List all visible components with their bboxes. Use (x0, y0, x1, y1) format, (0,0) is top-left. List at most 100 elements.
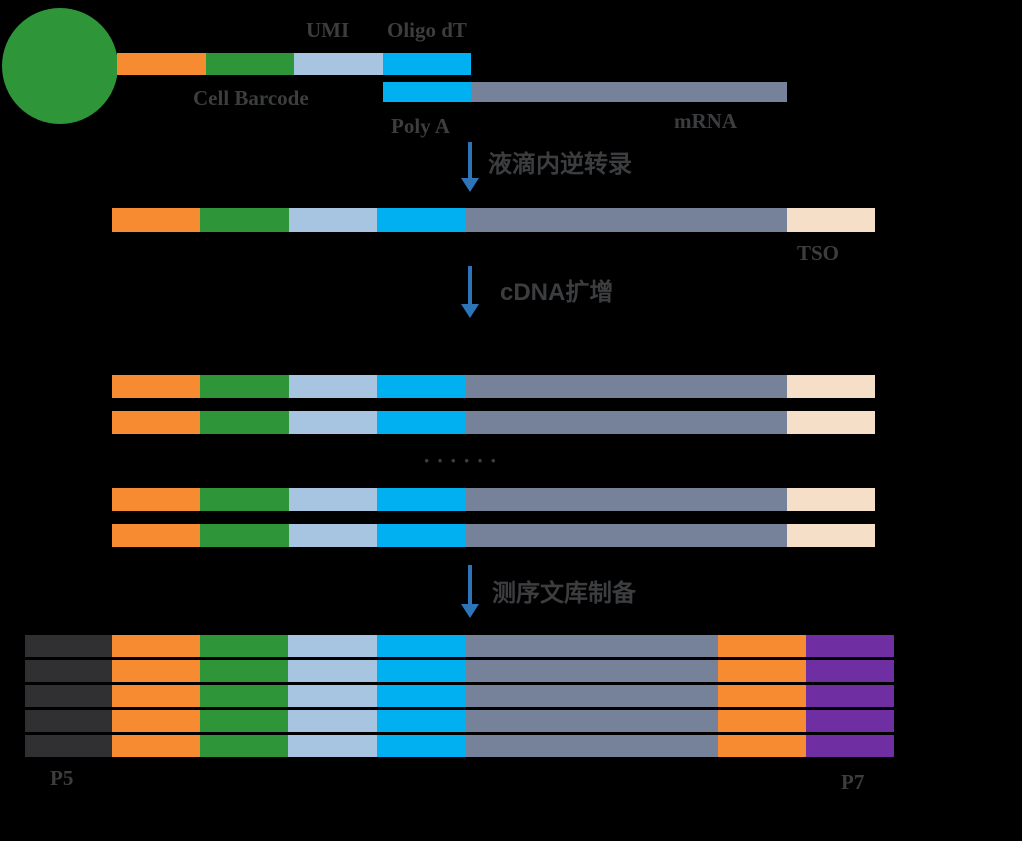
step-cdna-amplification-label: cDNA扩增 (500, 279, 614, 306)
amplified-cdna-bar-1-peach-segment (787, 375, 875, 398)
library-bar-4-charcoal-segment (25, 710, 112, 732)
amplified-cdna-bar-2-green-segment (200, 411, 289, 434)
amplified-cdna-bar-3-cyan-segment (377, 488, 466, 511)
p7-label: P7 (841, 770, 865, 794)
rt-product-bar (112, 208, 875, 232)
amplified-cdna-bar-2-orange-segment (112, 411, 200, 434)
amplified-cdna-bar-1-orange-segment (112, 375, 200, 398)
library-bar-2-light_blue-segment (288, 660, 377, 682)
arrow-library-prep-line (468, 565, 472, 605)
library-bar-1-orange-segment (718, 635, 806, 657)
library-bar-1 (25, 635, 894, 657)
bead-circle (2, 8, 118, 124)
library-bar-4-cyan-segment (377, 710, 466, 732)
library-bar-5 (25, 735, 894, 757)
library-bar-2-charcoal-segment (25, 660, 112, 682)
ellipsis-dots: ······ (423, 448, 504, 473)
rt-product-bar-orange-segment (112, 208, 200, 232)
amplified-cdna-bar-4-light_blue-segment (289, 524, 377, 547)
capture-oligo-bar-orange-segment (117, 53, 206, 75)
rt-product-bar-cyan-segment (377, 208, 466, 232)
rt-product-bar-light_blue-segment (289, 208, 377, 232)
mrna-bar-cyan-segment (383, 82, 471, 102)
library-bar-1-purple-segment (806, 635, 894, 657)
library-bar-1-green-segment (200, 635, 288, 657)
library-bar-1-orange-segment (112, 635, 200, 657)
library-bar-3-green-segment (200, 685, 288, 707)
amplified-cdna-bar-1-slate-segment (466, 375, 787, 398)
library-bar-1-cyan-segment (377, 635, 466, 657)
library-bar-5-orange-segment (718, 735, 806, 757)
amplified-cdna-bar-2-light_blue-segment (289, 411, 377, 434)
amplified-cdna-bar-2-cyan-segment (377, 411, 466, 434)
amplified-cdna-bar-1-green-segment (200, 375, 289, 398)
p5-label: P5 (50, 766, 74, 790)
library-bar-5-charcoal-segment (25, 735, 112, 757)
library-bar-5-green-segment (200, 735, 288, 757)
library-bar-4-orange-segment (718, 710, 806, 732)
amplified-cdna-bar-3-peach-segment (787, 488, 875, 511)
amplified-cdna-bar-3-light_blue-segment (289, 488, 377, 511)
library-bar-3-orange-segment (112, 685, 200, 707)
library-bar-4 (25, 710, 894, 732)
amplified-cdna-bar-4-slate-segment (466, 524, 787, 547)
mrna-bar (383, 82, 787, 102)
library-bar-4-orange-segment (112, 710, 200, 732)
mrna-bar-slate-segment (471, 82, 787, 102)
arrow-library-prep-head (461, 604, 479, 618)
amplified-cdna-bar-3-green-segment (200, 488, 289, 511)
library-bar-3 (25, 685, 894, 707)
rt-product-bar-green-segment (200, 208, 289, 232)
capture-oligo-bar-green-segment (206, 53, 294, 75)
library-bar-2-slate-segment (466, 660, 718, 682)
library-bar-2-orange-segment (718, 660, 806, 682)
library-bar-1-light_blue-segment (288, 635, 377, 657)
cell-barcode-label: Cell Barcode (193, 86, 309, 110)
step-library-prep-label: 测序文库制备 (492, 580, 636, 607)
library-bar-4-purple-segment (806, 710, 894, 732)
arrow-cdna-amplification-head (461, 304, 479, 318)
amplified-cdna-bar-4-green-segment (200, 524, 289, 547)
library-bar-4-green-segment (200, 710, 288, 732)
poly-a-label: Poly A (391, 114, 450, 138)
amplified-cdna-bar-1-cyan-segment (377, 375, 466, 398)
arrow-reverse-transcription-head (461, 178, 479, 192)
amplified-cdna-bar-2 (112, 411, 875, 434)
amplified-cdna-bar-4-peach-segment (787, 524, 875, 547)
library-bar-2 (25, 660, 894, 682)
capture-oligo-bar-cyan-segment (383, 53, 471, 75)
amplified-cdna-bar-1 (112, 375, 875, 398)
oligo-dt-label: Oligo dT (387, 18, 467, 42)
rt-product-bar-slate-segment (466, 208, 787, 232)
library-bar-2-green-segment (200, 660, 288, 682)
library-bar-3-orange-segment (718, 685, 806, 707)
library-bar-2-orange-segment (112, 660, 200, 682)
library-bar-3-purple-segment (806, 685, 894, 707)
amplified-cdna-bar-3 (112, 488, 875, 511)
amplified-cdna-bar-4 (112, 524, 875, 547)
amplified-cdna-bar-1-light_blue-segment (289, 375, 377, 398)
rt-product-bar-peach-segment (787, 208, 875, 232)
library-bar-3-charcoal-segment (25, 685, 112, 707)
library-bar-3-light_blue-segment (288, 685, 377, 707)
capture-oligo-bar-light_blue-segment (294, 53, 383, 75)
library-bar-5-slate-segment (466, 735, 718, 757)
library-bar-2-purple-segment (806, 660, 894, 682)
arrow-cdna-amplification-line (468, 266, 472, 305)
library-bar-3-cyan-segment (377, 685, 466, 707)
library-bar-3-slate-segment (466, 685, 718, 707)
library-bar-4-slate-segment (466, 710, 718, 732)
library-bar-5-cyan-segment (377, 735, 466, 757)
library-bar-5-orange-segment (112, 735, 200, 757)
amplified-cdna-bar-2-peach-segment (787, 411, 875, 434)
library-bar-1-slate-segment (466, 635, 718, 657)
arrow-reverse-transcription-line (468, 142, 472, 179)
amplified-cdna-bar-3-slate-segment (466, 488, 787, 511)
amplified-cdna-bar-3-orange-segment (112, 488, 200, 511)
tso-label: TSO (797, 241, 840, 265)
step-reverse-transcription-label: 液滴内逆转录 (488, 151, 632, 178)
library-bar-1-charcoal-segment (25, 635, 112, 657)
library-bar-5-light_blue-segment (288, 735, 377, 757)
library-bar-2-cyan-segment (377, 660, 466, 682)
